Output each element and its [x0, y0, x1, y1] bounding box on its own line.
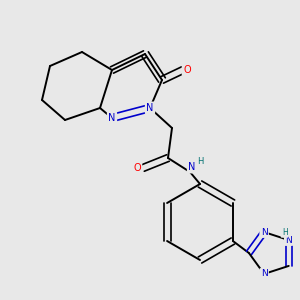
Text: N: N [285, 236, 292, 244]
Text: N: N [108, 113, 116, 123]
Text: H: H [282, 228, 288, 237]
Text: N: N [146, 103, 154, 113]
Text: N: N [188, 162, 196, 172]
Text: O: O [183, 65, 191, 75]
Text: O: O [133, 163, 141, 173]
Text: N: N [261, 269, 268, 278]
Text: H: H [197, 158, 203, 166]
Text: N: N [261, 228, 268, 237]
